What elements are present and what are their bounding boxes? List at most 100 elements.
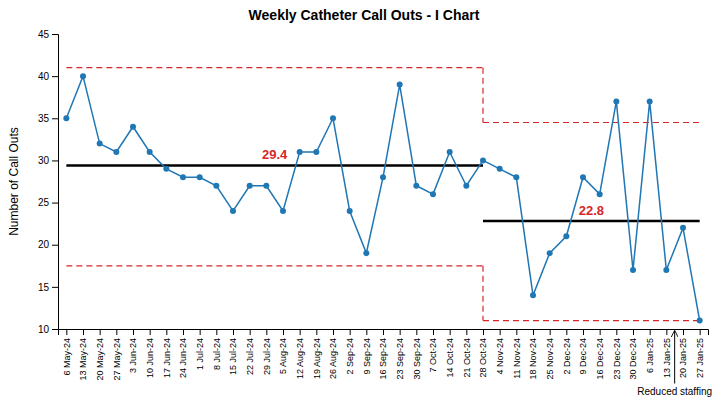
x-axis: 6 May-2413 May-2420 May-2427 May-243 Jun…: [59, 329, 709, 381]
y-tick: 40: [38, 71, 58, 82]
data-point: [513, 174, 519, 180]
y-tick: 25: [38, 197, 58, 208]
data-point: [380, 174, 386, 180]
y-tick-mark: [52, 34, 58, 35]
x-tick: 12 Aug-24: [295, 329, 305, 379]
data-point: [280, 208, 286, 214]
x-tick: 19 Aug-24: [312, 329, 322, 379]
x-tick-mark: [583, 329, 584, 335]
x-tick-mark: [683, 329, 684, 335]
x-tick-label: 11 Nov-24: [512, 338, 522, 379]
data-point: [63, 115, 69, 121]
x-tick: 6 Jan-25: [645, 329, 655, 373]
title: Weekly Catheter Call Outs - I Chart: [249, 7, 480, 23]
x-tick-label: 17 Jun-24: [162, 338, 172, 378]
data-point: [597, 191, 603, 197]
data-point: [647, 98, 653, 104]
data-point: [97, 141, 103, 147]
y-tick-label: 10: [38, 324, 50, 335]
data-point: [497, 166, 503, 172]
x-tick: 26 Aug-24: [328, 329, 338, 379]
x-tick-label: 6 May-24: [62, 338, 72, 376]
x-tick: 2 Sep-24: [345, 329, 355, 375]
x-tick-mark: [100, 329, 101, 335]
x-tick-label: 18 Nov-24: [528, 338, 538, 380]
control-limit-lcl: [66, 265, 483, 266]
x-tick: 21 Oct-24: [462, 329, 472, 378]
x-tick-label: 23 Dec-24: [612, 338, 622, 380]
x-tick-mark: [533, 329, 534, 335]
x-tick-mark: [433, 329, 434, 335]
x-tick-label: 20 Jan-25: [678, 338, 688, 378]
data-point: [313, 149, 319, 155]
x-tick: 28 Oct-24: [478, 329, 488, 378]
data-point: [163, 166, 169, 172]
x-tick-label: 9 Sep-24: [362, 338, 372, 375]
x-tick: 18 Nov-24: [528, 329, 538, 380]
y-tick: 35: [38, 113, 58, 124]
x-tick-mark: [500, 329, 501, 335]
axis-line: [52, 35, 59, 330]
y-tick-mark: [52, 76, 58, 77]
x-tick-mark: [700, 329, 701, 335]
x-tick: 13 May-24: [78, 329, 88, 381]
x-tick-mark: [483, 329, 484, 335]
x-tick: 16 Dec-24: [595, 329, 605, 380]
x-tick-mark: [350, 329, 351, 335]
x-tick: 9 Dec-24: [578, 329, 588, 375]
x-tick-mark: [233, 329, 234, 335]
x-tick-mark: [266, 329, 267, 335]
data-point: [363, 250, 369, 256]
control-limit-transition: [482, 68, 483, 123]
x-tick-label: 10 Jun-24: [145, 338, 155, 378]
x-tick-mark: [366, 329, 367, 335]
x-tick-label: 27 May-24: [112, 338, 122, 381]
x-tick-label: 2 Dec-24: [562, 338, 572, 375]
data-point: [530, 292, 536, 298]
y-tick: 20: [38, 239, 58, 250]
x-tick-label: 12 Aug-24: [295, 338, 305, 379]
x-tick-mark: [466, 329, 467, 335]
x-tick-label: 3 Jun-24: [128, 338, 138, 373]
y-tick-label: 15: [38, 282, 50, 293]
x-tick: 16 Sep-24: [378, 329, 388, 380]
x-tick: 27 Jan-25: [695, 329, 705, 378]
x-tick-label: 14 Oct-24: [445, 338, 455, 378]
x-tick-label: 7 Oct-24: [428, 338, 438, 373]
x-tick-label: 29 Jul-24: [262, 338, 272, 375]
x-tick: 30 Dec-24: [628, 329, 638, 380]
x-tick-mark: [616, 329, 617, 335]
mean-line: [483, 220, 700, 223]
x-tick: 6 May-24: [62, 329, 72, 376]
y-tick: 15: [38, 282, 58, 293]
control-limit-lcl: [483, 320, 700, 321]
x-tick-mark: [383, 329, 384, 335]
x-tick: 24 Jun-24: [178, 329, 188, 378]
control-limit-transition: [482, 266, 483, 321]
x-tick-label: 2 Sep-24: [345, 338, 355, 375]
x-tick-mark: [566, 329, 567, 335]
annotation-text: Reduced staffing: [637, 386, 712, 397]
data-point: [180, 174, 186, 180]
mean-label: 29.4: [262, 147, 288, 162]
data-point: [680, 225, 686, 231]
mean-labels: 29.422.8: [262, 147, 604, 218]
x-tick-mark: [183, 329, 184, 335]
x-tick-mark: [66, 329, 67, 335]
x-tick: 27 May-24: [112, 329, 122, 381]
x-tick-label: 28 Oct-24: [478, 338, 488, 378]
y-tick-label: 25: [38, 197, 50, 208]
y-tick-mark: [52, 160, 58, 161]
y-tick-label: 40: [38, 71, 50, 82]
x-tick: 23 Dec-24: [612, 329, 622, 380]
y-tick: 45: [38, 29, 58, 40]
x-tick-mark: [133, 329, 134, 335]
x-tick: 1 Jul-24: [195, 329, 205, 370]
data-point: [230, 208, 236, 214]
data-point: [413, 183, 419, 189]
x-tick-label: 16 Dec-24: [595, 338, 605, 380]
x-tick: 15 Jul-24: [228, 329, 238, 375]
y-tick-mark: [52, 245, 58, 246]
control-limit-ucl: [66, 67, 483, 68]
y-tick-label: 45: [38, 29, 50, 40]
